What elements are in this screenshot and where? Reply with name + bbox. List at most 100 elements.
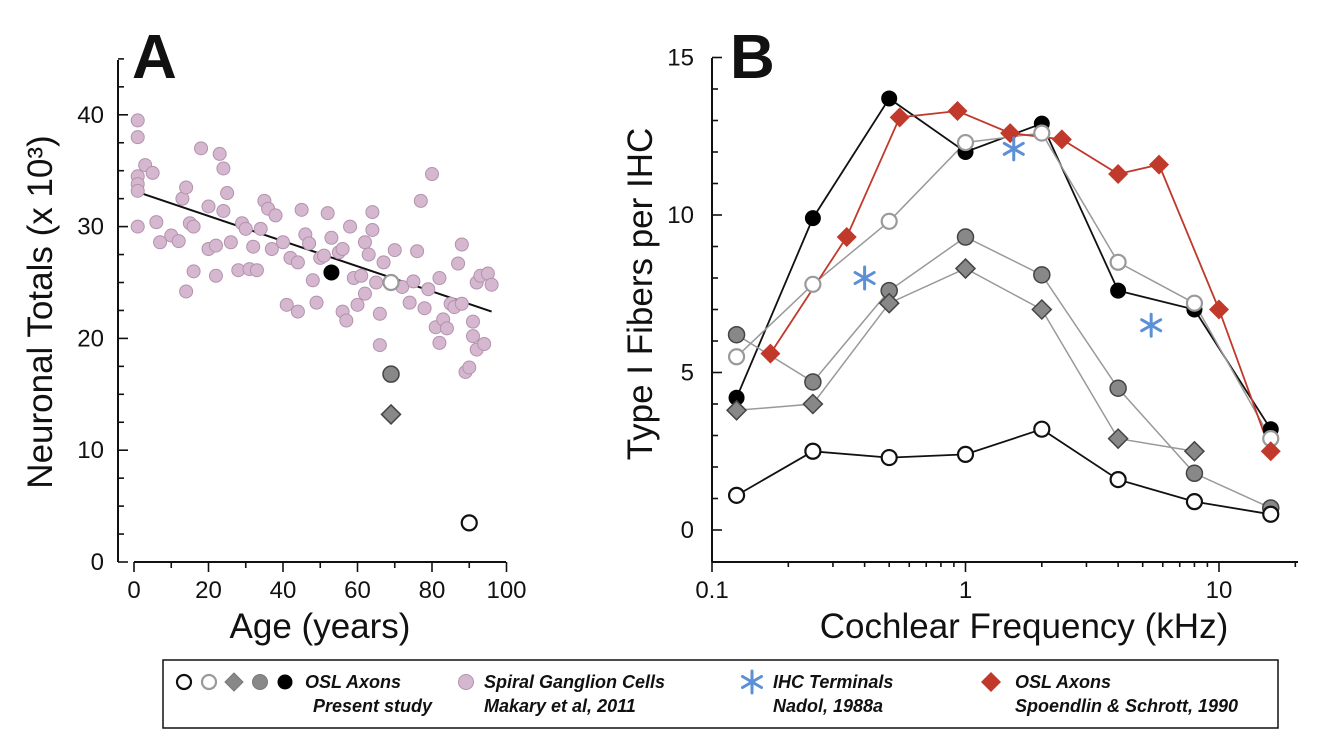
panel-b-point-diamond-red <box>760 343 781 364</box>
panel-a-x-tick-label: 20 <box>195 577 222 604</box>
panel-a-x-ticks: 0 20 40 60 80 100 <box>127 562 527 604</box>
panel-a-point-circle-pink <box>462 360 477 375</box>
panel-b-point-circle-gray <box>1109 379 1127 397</box>
panel-a-point-circle-pink <box>290 255 305 270</box>
panel-b-point-circle-open-gray <box>1109 253 1127 271</box>
panel-a-point-circle-pink <box>294 202 309 217</box>
panel-b-point-circle-open-black <box>727 486 746 504</box>
panel-b-point-diamond-gray <box>1107 428 1129 450</box>
panel-b-point-diamond-gray <box>802 393 824 415</box>
panel-a-point-circle-pink <box>410 244 425 259</box>
panel-b-point-diamond-red <box>1108 164 1129 185</box>
panel-b-series-line-circle-open-black <box>736 428 1271 516</box>
panel-a-point-circle-pink <box>145 165 160 180</box>
panel-a-point-circle-pink <box>208 268 223 283</box>
panel-a-point-circle-pink <box>417 301 432 316</box>
panel-a-point-circle-pink <box>179 284 194 299</box>
panel-b-point-circle-open-black <box>804 442 822 460</box>
panel-b-point-circle-gray <box>1033 266 1051 284</box>
panel-a-point-circle-pink <box>324 230 339 245</box>
panel-a-point-circle-pink <box>361 247 376 262</box>
panel-a-point-circle-pink <box>350 297 365 312</box>
panel-a-point-circle-pink <box>201 199 216 214</box>
panel-a-x-tick-label: 80 <box>419 577 446 604</box>
panel-a-point-circle-pink <box>216 203 231 218</box>
panel-a-x-axis-title: Age (years) <box>230 607 411 646</box>
panel-b-point-circle-gray <box>727 325 746 344</box>
panel-a-point-circle-pink <box>432 271 447 286</box>
panel-a-point-circle-pink <box>439 321 454 336</box>
panel-a-point-circle-pink <box>413 193 428 208</box>
panel-a-point-circle-pink <box>153 235 168 250</box>
panel-a-point-circle-pink <box>335 241 350 256</box>
panel-b-letter: B <box>730 23 775 92</box>
panel-b-point-diamond-gray <box>1183 440 1205 462</box>
panel-a-point-circle-pink <box>305 273 320 288</box>
legend-osl-spoendlin-line1: OSL Axons <box>1015 672 1111 692</box>
panel-b-point-circle-open-gray <box>1185 294 1204 312</box>
panel-b-point-diamond-gray <box>954 257 977 280</box>
panel-a-y-tick-label: 40 <box>77 102 104 129</box>
panel-b-point-circle-open-black <box>1109 471 1127 489</box>
panel-b-y-axis-title: Type I Fibers per IHC <box>621 128 660 461</box>
panel-b-point-circle-open-black <box>956 445 975 463</box>
legend-circle-open-black-icon <box>175 673 193 691</box>
panel-a-point-circle-pink <box>212 146 227 161</box>
panel-a-point-circle-pink <box>130 113 145 128</box>
panel-a-point-circle-pink <box>425 167 439 182</box>
panel-a-point-circle-pink <box>432 335 447 350</box>
panel-b-point-star-blue <box>853 265 876 291</box>
panel-a-point-circle-pink <box>357 286 372 301</box>
panel-a-point-circle-pink <box>451 256 466 271</box>
panel-a-point-circle-pink <box>372 338 387 353</box>
legend-circle-open-gray-icon <box>200 673 218 691</box>
panel-b-x-tick-label: 0.1 <box>695 577 728 604</box>
panel-a-y-tick-label: 0 <box>91 549 104 576</box>
panel-a-point-circle-pink <box>276 235 290 250</box>
panel-a-point-circle-pink <box>372 306 387 321</box>
panel-a-y-ticks: 0 10 20 30 40 <box>77 58 128 576</box>
panel-a-point-circle-pink <box>194 141 209 156</box>
panel-b-point-circle-gray <box>956 228 975 246</box>
panel-a-point-circle-open-black <box>460 514 478 532</box>
panel-a-point-circle-pink <box>279 297 294 312</box>
legend-star-blue-icon <box>741 669 763 695</box>
panel-a-point-circle-pink <box>376 255 391 270</box>
legend-osl-spoendlin-line2: Spoendlin & Schrott, 1990 <box>1015 696 1238 716</box>
panel-a-point-circle-pink <box>130 219 145 234</box>
panel-b-point-diamond-gray <box>726 399 748 421</box>
panel-a-point-circle-pink <box>402 295 417 310</box>
panel-a-point-circle-pink <box>339 313 354 328</box>
panel-b-point-circle-black <box>881 90 898 107</box>
legend-ihc-line2: Nadol, 1988a <box>773 696 883 716</box>
panel-b-y-tick-label: 0 <box>681 517 694 544</box>
panel-a-points <box>130 113 499 532</box>
legend-osl-present-line1: OSL Axons <box>305 672 401 692</box>
panel-a-x-tick-label: 60 <box>344 577 371 604</box>
panel-b-point-circle-black <box>1110 282 1127 299</box>
panel-b-point-circle-open-gray <box>804 275 822 293</box>
legend-osl-present-line2: Present study <box>313 696 433 716</box>
panel-a-point-circle-pink <box>179 180 194 195</box>
panel-a-point-circle-pink <box>186 219 201 234</box>
panel-a-point-circle-pink <box>484 277 499 292</box>
panel-a-point-circle-pink <box>406 274 421 289</box>
panel-b-point-circle-open-black <box>1185 493 1204 511</box>
panel-a-point-circle-pink <box>387 243 402 258</box>
panel-a-point-circle-pink <box>369 275 384 290</box>
panel-a-point-circle-pink <box>343 219 358 234</box>
panel-a: A 0 10 20 30 40 0 20 40 60 80 100 Neuronal Totals… <box>21 23 527 646</box>
panel-a-point-circle-pink <box>249 263 264 278</box>
panel-a-point-circle-gray <box>382 365 400 383</box>
legend-ihc-line1: IHC Terminals <box>773 672 893 692</box>
panel-a-point-circle-pink <box>316 248 331 263</box>
panel-a-point-circle-open-gray <box>382 273 400 292</box>
panel-a-point-circle-pink <box>130 130 145 145</box>
panel-a-point-circle-pink <box>171 234 186 249</box>
panel-a-point-circle-pink <box>238 221 253 236</box>
panel-b-points <box>726 90 1281 523</box>
panel-b-point-circle-open-gray <box>880 212 898 230</box>
panel-b-point-circle-black <box>804 210 821 227</box>
panel-b-point-circle-open-gray <box>727 348 746 366</box>
